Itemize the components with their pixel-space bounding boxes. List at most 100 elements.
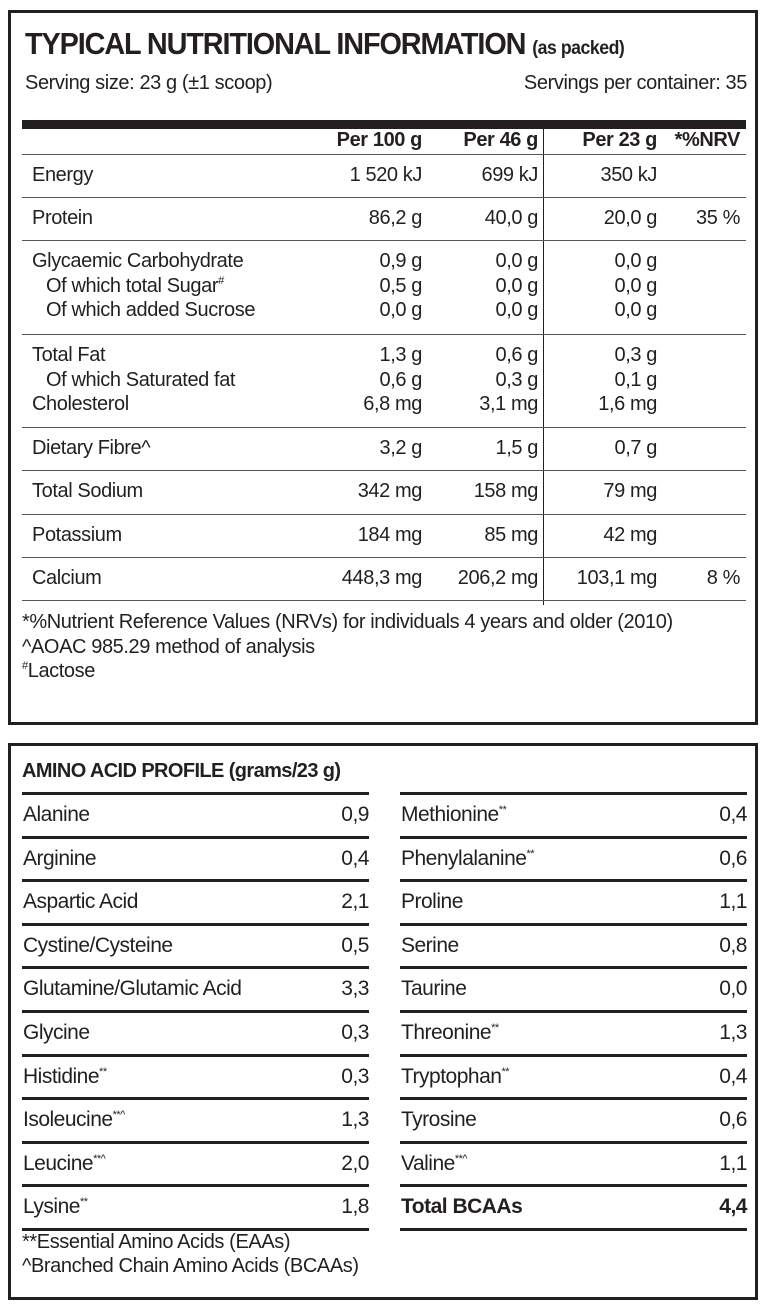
nutrient-value-per46: 0,6 g	[495, 344, 539, 366]
nutrition-footnotes: *%Nutrient Reference Values (NRVs) for i…	[22, 610, 746, 684]
nutrient-value-nrv: 8 %	[706, 567, 741, 589]
nutrient-row: Potassium 184 mg 85 mg 42 mg	[22, 515, 746, 558]
amino-name: Isoleucine**^	[23, 1108, 125, 1132]
header-nrv: *%NRV	[674, 129, 741, 151]
amino-name: Histidine**	[23, 1064, 107, 1088]
amino-row: Cystine/Cysteine 0,5	[22, 922, 369, 967]
nutrition-panel: TYPICAL NUTRITIONAL INFORMATION (as pack…	[8, 10, 758, 725]
amino-panel: AMINO ACID PROFILE (grams/23 g) Alanine 0…	[8, 743, 758, 1300]
nutrient-name: Calcium	[32, 567, 102, 589]
footnote-eaa: **Essential Amino Acids (EAAs)	[22, 1231, 291, 1253]
nutrition-title: TYPICAL NUTRITIONAL INFORMATION (as pack…	[25, 26, 625, 61]
amino-value: 0,5	[341, 933, 369, 957]
amino-name: Methionine**	[401, 803, 507, 826]
amino-row: Threonine** 1,3	[400, 1009, 747, 1054]
amino-name: Leucine**^	[23, 1151, 106, 1175]
nutrient-value-nrv: 35 %	[696, 207, 740, 229]
amino-row: Alanine 0,9	[22, 792, 369, 836]
nutrient-value-per100: 0,9 g	[379, 250, 423, 272]
nutrient-value-per100: 1,3 g	[379, 344, 423, 366]
nutrient-name: Glycaemic Carbohydrate	[32, 250, 244, 272]
nutrient-name: Total Sodium	[32, 480, 143, 502]
nutrient-value-per100: 448,3 mg	[341, 567, 423, 589]
nutrient-name: Dietary Fibre^	[32, 437, 151, 459]
amino-row: Methionine** 0,4	[400, 792, 747, 836]
nutrient-value-per100: 0,0 g	[379, 299, 423, 321]
amino-column-left: Alanine 0,9 Arginine 0,4 Aspartic Acid 2,1 Cys…	[22, 792, 369, 1231]
amino-name: Tyrosine	[401, 1108, 477, 1132]
amino-value: 0,4	[719, 1064, 747, 1088]
amino-value: 1,3	[719, 1020, 747, 1044]
column-divider	[543, 129, 544, 605]
amino-row: Serine 0,8	[400, 922, 747, 967]
amino-row: Isoleucine**^ 1,3	[22, 1097, 369, 1141]
nutrient-value-per23: 0,3 g	[614, 344, 658, 366]
amino-name: Valine**^	[401, 1151, 468, 1175]
nutrient-value-per46: 3,1 mg	[479, 393, 538, 415]
nutrient-value-per46: 1,5 g	[495, 437, 539, 459]
amino-name: Cystine/Cysteine	[23, 933, 173, 957]
amino-value: 2,0	[341, 1151, 369, 1175]
amino-value: 2,1	[341, 890, 369, 914]
amino-value: 1,1	[719, 1151, 747, 1175]
amino-value: 0,4	[341, 846, 369, 870]
nutrient-value-per100: 184 mg	[357, 524, 423, 546]
nutrient-value-per46: 0,0 g	[495, 250, 539, 272]
nutrient-value-per46: 40,0 g	[484, 207, 539, 229]
nutrient-value-per100: 6,8 mg	[363, 393, 422, 415]
amino-value: 1,3	[341, 1108, 369, 1132]
amino-name: Serine	[401, 933, 459, 957]
amino-row: Phenylalanine** 0,6	[400, 835, 747, 880]
nutrient-value-per46: 0,0 g	[495, 299, 539, 321]
amino-value: 0,4	[719, 803, 747, 826]
amino-row: Glutamine/Glutamic Acid 3,3	[22, 966, 369, 1010]
superscript-marker: **	[498, 804, 507, 816]
amino-name: Phenylalanine**	[401, 846, 534, 870]
nutrient-value-per46: 85 mg	[484, 524, 538, 546]
amino-name: Glycine	[23, 1020, 90, 1044]
amino-row: Valine**^ 1,1	[400, 1140, 747, 1185]
footnote-nrv: *%Nutrient Reference Values (NRVs) for i…	[22, 611, 673, 633]
amino-value: 0,8	[719, 933, 747, 957]
amino-name: Threonine**	[401, 1020, 499, 1044]
nutrient-value-per46: 0,0 g	[495, 274, 539, 297]
amino-row: Aspartic Acid 2,1	[22, 879, 369, 923]
amino-value: 0,9	[341, 803, 369, 826]
nutrient-value-per46: 206,2 mg	[457, 567, 539, 589]
nutrient-value-per100: 0,5 g	[379, 274, 423, 297]
nutrient-value-per100: 0,6 g	[379, 368, 423, 391]
amino-row: Proline 1,1	[400, 879, 747, 923]
nutrient-value-per23: 20,0 g	[603, 207, 658, 229]
nutrient-name: Cholesterol	[32, 393, 129, 415]
nutrient-value-per23: 103,1 mg	[576, 567, 658, 589]
nutrient-name: Total Fat	[32, 344, 106, 366]
amino-value: 4,4	[719, 1195, 747, 1219]
nutrient-value-per23: 79 mg	[603, 480, 657, 502]
amino-row: Leucine**^ 2,0	[22, 1140, 369, 1185]
footnote-bcaa: ^Branched Chain Amino Acids (BCAAs)	[22, 1255, 359, 1277]
nutrient-name: Energy	[32, 164, 93, 186]
amino-footnotes: **Essential Amino Acids (EAAs) ^Branched…	[22, 1230, 359, 1278]
amino-name: Total BCAAs	[401, 1195, 523, 1219]
amino-total-row: Total BCAAs 4,4	[400, 1184, 747, 1231]
nutrient-name: Potassium	[32, 524, 122, 546]
nutrient-value-per100: 342 mg	[357, 480, 423, 502]
nutrient-value-per46: 0,3 g	[495, 368, 539, 391]
amino-name: Proline	[401, 890, 463, 914]
amino-value: 1,1	[719, 890, 747, 914]
nutrient-value-per23: 1,6 mg	[598, 393, 657, 415]
header-per23: Per 23 g	[582, 129, 657, 151]
nutrient-row: Calcium 448,3 mg 206,2 mg 103,1 mg 8 %	[22, 558, 746, 601]
amino-column-right: Methionine** 0,4 Phenylalanine** 0,6 Proline…	[400, 792, 747, 1231]
amino-row: Histidine** 0,3	[22, 1053, 369, 1098]
nutrient-value-per23: 42 mg	[603, 524, 657, 546]
table-header: Per 100 g Per 46 g Per 23 g *%NRV	[22, 129, 746, 155]
superscript-marker: **	[526, 847, 534, 860]
amino-title: AMINO ACID PROFILE (grams/23 g)	[22, 760, 341, 782]
nutrient-row: Total Fat 1,3 g 0,6 g 0,3 g Of which Saturat…	[22, 335, 746, 428]
amino-row: Tryptophan** 0,4	[400, 1053, 747, 1098]
serving-size: Serving size: 23 g (±1 scoop)	[25, 72, 273, 94]
amino-value: 0,0	[719, 977, 747, 1001]
superscript-marker: **	[501, 1065, 510, 1078]
amino-row: Taurine 0,0	[400, 966, 747, 1010]
